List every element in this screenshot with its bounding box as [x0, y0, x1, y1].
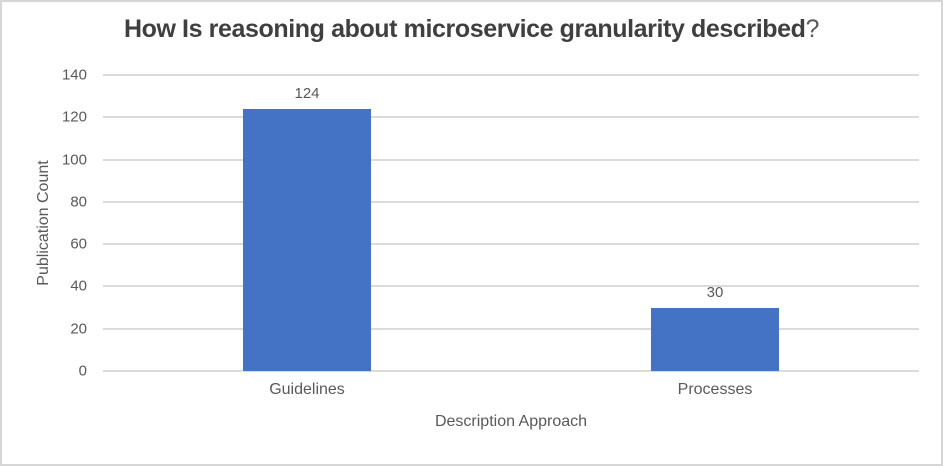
chart-title-main: How Is reasoning about microservice gran… [123, 15, 806, 43]
y-tick-label: 0 [78, 362, 87, 380]
y-tick-label: 80 [70, 193, 87, 211]
y-axis-ticks: 0 20 40 60 80 100 120 140 [2, 67, 87, 380]
gridline [103, 285, 919, 288]
y-tick-label: 60 [70, 235, 87, 253]
gridline [103, 116, 919, 119]
x-category-label: Guidelines [269, 381, 345, 398]
bar-guidelines [243, 108, 371, 371]
gridline [103, 158, 919, 161]
plot-area: 124 30 [103, 74, 919, 372]
gridline [103, 74, 919, 76]
gridline [103, 200, 919, 203]
bar-value-label: 124 [294, 84, 320, 102]
y-tick-label: 140 [61, 66, 87, 84]
y-tick-label: 120 [61, 108, 87, 126]
gridline [103, 327, 919, 330]
y-tick-label: 20 [70, 320, 87, 338]
chart-title-question-mark: ? [805, 15, 820, 43]
bar-processes [651, 307, 779, 371]
x-axis-title: Description Approach [434, 413, 588, 430]
chart-title: How Is reasoning about microservice gran… [2, 15, 941, 44]
x-axis-category-labels: Guidelines Processes [103, 381, 919, 401]
x-category-label: Processes [677, 381, 753, 398]
y-tick-label: 100 [61, 151, 87, 169]
gridline [103, 370, 919, 372]
y-tick-label: 40 [70, 277, 87, 295]
gridline [103, 243, 919, 246]
bar-value-label: 30 [706, 283, 724, 301]
